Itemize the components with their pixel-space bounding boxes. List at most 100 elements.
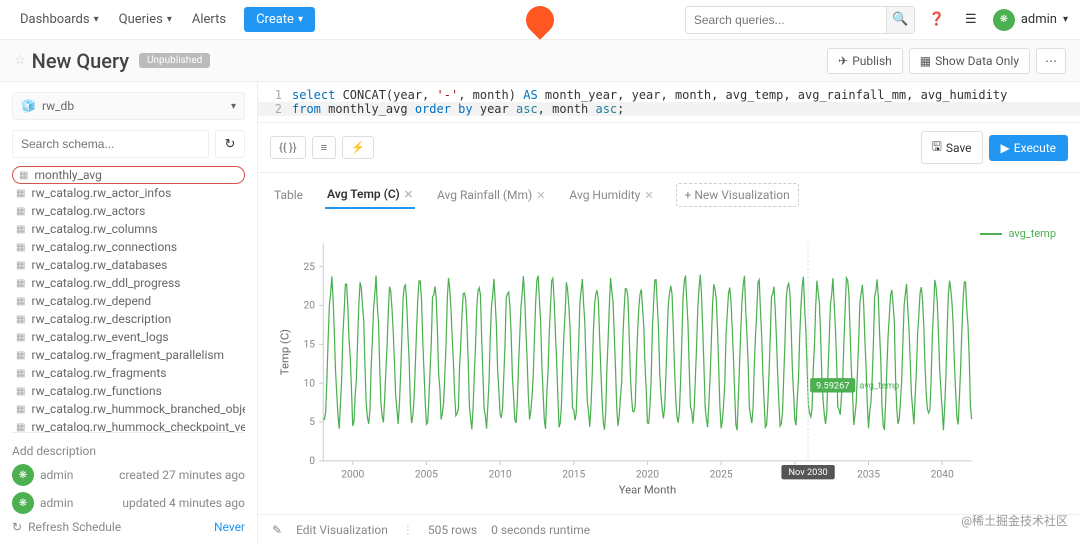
publish-button[interactable]: ✈Publish <box>827 48 903 74</box>
nav-queries[interactable]: Queries ▾ <box>111 8 180 31</box>
tab-avg-humidity[interactable]: Avg Humidity✕ <box>567 182 655 208</box>
table-item[interactable]: ▦rw_catalog.rw_hummock_branched_objects <box>12 400 245 418</box>
svg-text:2010: 2010 <box>489 467 512 480</box>
table-icon: ▦ <box>16 368 25 379</box>
search-input[interactable] <box>686 13 886 27</box>
table-icon: ▦ <box>16 386 25 397</box>
chart-area: 0510152025200020052010201520202025203020… <box>258 209 1080 514</box>
nav-alerts[interactable]: Alerts <box>184 8 234 31</box>
svg-text:Nov 2030: Nov 2030 <box>788 467 827 478</box>
svg-text:2020: 2020 <box>636 467 659 480</box>
table-item[interactable]: ▦rw_catalog.rw_event_logs <box>12 328 245 346</box>
svg-text:15: 15 <box>304 337 316 350</box>
svg-text:10: 10 <box>304 376 316 389</box>
table-item[interactable]: ▦rw_catalog.rw_hummock_checkpoint_versio… <box>12 418 245 432</box>
show-data-only-button[interactable]: ▦Show Data Only <box>909 48 1030 74</box>
table-icon: ▦ <box>16 350 25 361</box>
table-item[interactable]: ▦rw_catalog.rw_depend <box>12 292 245 310</box>
table-item[interactable]: ▦rw_catalog.rw_connections <box>12 238 245 256</box>
table-icon: ▦ <box>16 242 25 253</box>
table-icon: ▦ <box>16 314 25 325</box>
table-icon: ▦ <box>16 296 25 307</box>
add-description[interactable]: Add description <box>12 441 245 461</box>
content-pane: 1select CONCAT(year, '-', month) AS mont… <box>258 82 1080 545</box>
refresh-never[interactable]: Never <box>214 520 245 534</box>
table-item[interactable]: ▦rw_catalog.rw_columns <box>12 220 245 238</box>
table-icon: ▦ <box>16 206 25 217</box>
svg-text:20: 20 <box>304 299 316 312</box>
status-badge: Unpublished <box>139 53 210 68</box>
page-title: New Query <box>32 49 129 73</box>
favorite-icon[interactable]: ☆ <box>14 53 26 68</box>
table-item[interactable]: ▦rw_catalog.rw_fragment_parallelism <box>12 346 245 364</box>
tab-avg-rainfall-mm-[interactable]: Avg Rainfall (Mm)✕ <box>435 182 547 208</box>
create-button[interactable]: Create ▾ <box>244 7 315 32</box>
user-menu[interactable]: ❋ admin ▾ <box>993 9 1068 31</box>
result-footer: ✎ Edit Visualization ⋮ 505 rows 0 second… <box>258 514 1080 545</box>
refresh-schema-button[interactable]: ↻ <box>215 130 245 158</box>
table-item[interactable]: ▦rw_catalog.rw_ddl_progress <box>12 274 245 292</box>
chart-legend: avg_temp <box>980 227 1056 240</box>
global-search[interactable]: 🔍 <box>685 6 915 34</box>
params-button[interactable]: {{ }} <box>270 136 306 159</box>
close-icon[interactable]: ✕ <box>404 188 413 201</box>
table-icon: ▦ <box>16 224 25 235</box>
table-item[interactable]: ▦rw_catalog.rw_functions <box>12 382 245 400</box>
schema-search-input[interactable] <box>12 130 209 158</box>
editor-toolbar: {{ }} ≡ ⚡ 🖫Save ▶Execute <box>258 123 1080 173</box>
chevron-down-icon: ▾ <box>167 14 172 25</box>
svg-text:2035: 2035 <box>857 467 880 480</box>
table-icon: ▦ <box>16 332 25 343</box>
table-item[interactable]: ▦rw_catalog.rw_actors <box>12 202 245 220</box>
execute-button[interactable]: ▶Execute <box>989 135 1068 161</box>
updated-ago: updated 4 minutes ago <box>122 496 245 510</box>
autocomplete-button[interactable]: ⚡ <box>342 136 374 159</box>
avatar: ❋ <box>12 464 34 486</box>
svg-text:9.59267: 9.59267 <box>816 380 850 391</box>
refresh-schedule[interactable]: Refresh Schedule <box>28 520 121 534</box>
line-chart[interactable]: 0510152025200020052010201520202025203020… <box>274 219 1064 514</box>
close-icon[interactable]: ✕ <box>644 189 653 202</box>
search-icon[interactable]: 🔍 <box>886 7 914 33</box>
table-item[interactable]: ▦rw_catalog.rw_description <box>12 310 245 328</box>
table-list: ▦monthly_avg▦rw_catalog.rw_actor_infos▦r… <box>12 166 245 432</box>
table-icon: ▦ <box>16 278 25 289</box>
visualization-tabs: Table Avg Temp (C)✕ Avg Rainfall (Mm)✕ Avg … <box>258 173 1080 209</box>
edit-icon: ✎ <box>272 523 282 537</box>
table-item[interactable]: ▦monthly_avg <box>12 166 245 184</box>
svg-text:0: 0 <box>309 454 315 467</box>
svg-text:2025: 2025 <box>710 467 733 480</box>
sql-editor[interactable]: 1select CONCAT(year, '-', month) AS mont… <box>258 82 1080 123</box>
runtime: 0 seconds runtime <box>491 523 590 537</box>
grid-icon: ▦ <box>920 54 931 68</box>
svg-text:2040: 2040 <box>931 467 954 480</box>
send-icon: ✈ <box>838 54 848 68</box>
svg-text:Temp (C): Temp (C) <box>278 329 291 375</box>
schema-sidebar: 🧊 rw_db ▾ ↻ ▦monthly_avg▦rw_catalog.rw_a… <box>0 82 258 545</box>
chevron-down-icon: ▾ <box>94 14 99 25</box>
title-bar: ☆ New Query Unpublished ✈Publish ▦Show D… <box>0 40 1080 82</box>
tab-table[interactable]: Table <box>272 182 305 208</box>
chevron-down-icon: ▾ <box>298 14 303 25</box>
svg-text:25: 25 <box>304 260 316 273</box>
add-visualization[interactable]: + New Visualization <box>676 183 799 207</box>
table-icon: ▦ <box>16 404 25 415</box>
tab-avg-temp-c-[interactable]: Avg Temp (C)✕ <box>325 181 415 209</box>
play-icon: ▶ <box>1001 141 1010 155</box>
save-button[interactable]: 🖫Save <box>921 131 983 164</box>
table-item[interactable]: ▦rw_catalog.rw_databases <box>12 256 245 274</box>
table-item[interactable]: ▦rw_catalog.rw_actor_infos <box>12 184 245 202</box>
format-button[interactable]: ≡ <box>312 136 336 159</box>
nav-dashboards[interactable]: Dashboards ▾ <box>12 8 107 31</box>
close-icon[interactable]: ✕ <box>536 189 545 202</box>
table-item[interactable]: ▦rw_catalog.rw_fragments <box>12 364 245 382</box>
datasource-select[interactable]: 🧊 rw_db ▾ <box>12 92 245 120</box>
help-icon[interactable]: ❓ <box>925 8 949 32</box>
top-nav: Dashboards ▾ Queries ▾ Alerts Create ▾ 🔍… <box>0 0 1080 40</box>
save-icon: 🖫 <box>932 137 942 158</box>
svg-text:2005: 2005 <box>415 467 438 480</box>
edit-visualization[interactable]: Edit Visualization <box>296 523 388 537</box>
more-menu[interactable]: ⋯ <box>1036 48 1066 74</box>
settings-icon[interactable]: ☰ <box>959 8 983 32</box>
table-icon: ▦ <box>16 188 25 199</box>
